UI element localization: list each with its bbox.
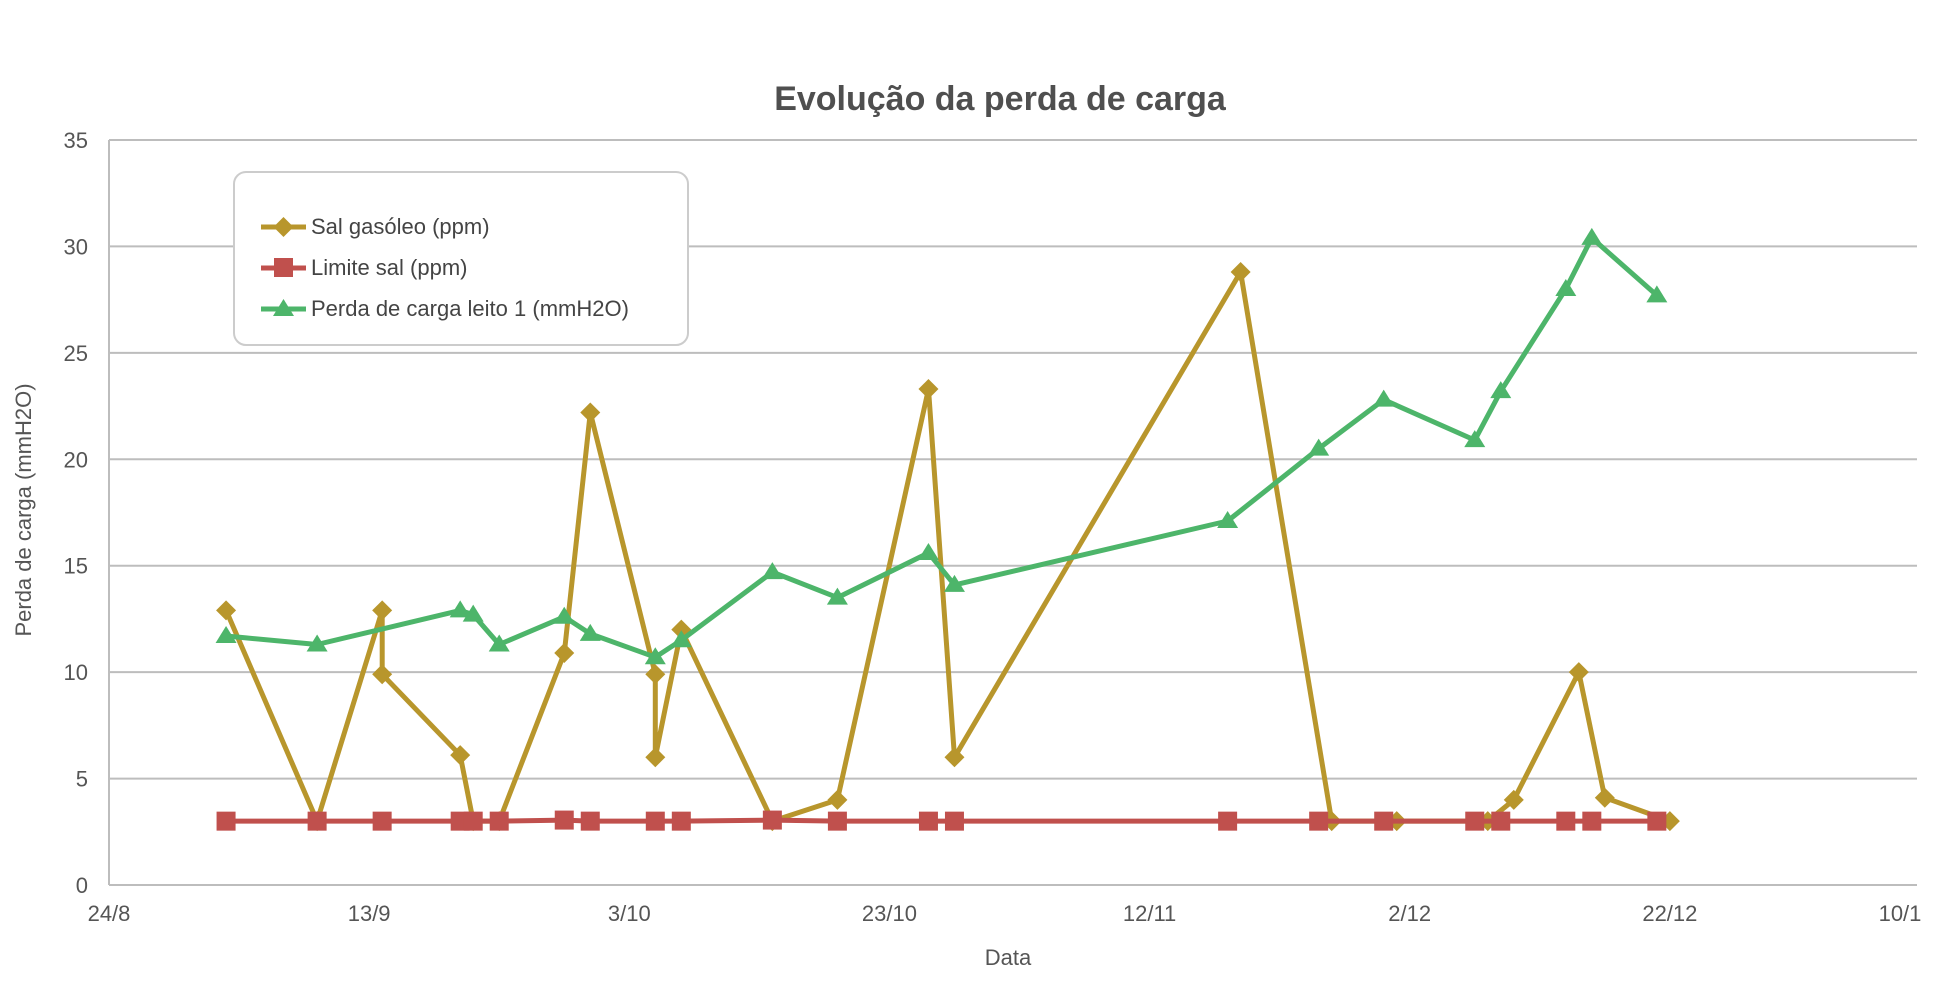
data-point-diamond [372, 664, 393, 685]
data-point-square [463, 811, 483, 831]
data-point-diamond [372, 600, 393, 621]
data-point-square [1218, 811, 1238, 831]
data-point-diamond [645, 664, 666, 685]
legend-item-perda-carga: Perda de carga leito 1 (mmH2O) [261, 296, 629, 321]
y-tick-label: 10 [64, 660, 88, 685]
chart-title: Evolução da perda de carga [774, 80, 1227, 118]
x-tick-label: 23/10 [862, 901, 917, 926]
data-point-square [762, 810, 782, 830]
series-line-limite-sal-ppm [223, 817, 1660, 824]
legend-item-limite-sal: Limite sal (ppm) [261, 255, 467, 280]
data-point-triangle [1464, 430, 1486, 448]
data-point-diamond [450, 745, 471, 766]
x-axis-title: Data [985, 945, 1032, 970]
data-point-triangle [826, 587, 848, 605]
data-point-diamond [1568, 662, 1589, 683]
data-point-square [554, 810, 574, 830]
legend-label-sal-gasoleo: Sal gasóleo (ppm) [311, 214, 490, 239]
data-point-square [645, 811, 665, 831]
data-point-diamond [216, 600, 237, 621]
legend-label-limite-sal: Limite sal (ppm) [311, 255, 467, 280]
data-point-triangle [1555, 279, 1577, 296]
legend-marker-diamond [273, 217, 294, 237]
data-point-square [1556, 811, 1576, 831]
data-point-square [1491, 811, 1511, 831]
x-tick-label: 24/8 [88, 901, 131, 926]
data-point-square [580, 811, 600, 831]
series-sal-gasoleo-ppm [216, 261, 1680, 832]
x-tick-label: 12/11 [1123, 901, 1176, 926]
data-point-triangle [488, 634, 510, 652]
data-point-square [1309, 811, 1329, 831]
data-point-square [1647, 811, 1667, 831]
data-point-square [671, 811, 691, 831]
data-point-triangle [306, 634, 328, 652]
legend-box [233, 171, 689, 346]
data-point-square [307, 811, 327, 831]
series-perda-de-carga-leito-1-mmh2o [215, 227, 1668, 665]
series-lines [215, 227, 1680, 832]
data-point-triangle [462, 604, 484, 622]
x-tick-label: 22/12 [1642, 901, 1697, 926]
data-point-square [827, 811, 847, 831]
x-tick-label: 3/10 [608, 901, 651, 926]
x-tick-label: 2/12 [1388, 901, 1431, 926]
data-point-triangle [1217, 511, 1239, 529]
y-axis-title: Perda de carga (mmH2O) [11, 383, 36, 636]
y-tick-label: 35 [64, 128, 88, 153]
data-point-square [1374, 811, 1394, 831]
y-tick-label: 0 [76, 873, 88, 898]
axes: 0 5 10 15 20 25 30 35 24/8 13/9 3/10 23/10 12/11 2/12… [64, 128, 1922, 926]
data-point-diamond [1230, 261, 1251, 282]
data-point-square [944, 811, 964, 831]
data-point-diamond [554, 642, 575, 663]
data-point-triangle [215, 625, 237, 643]
data-point-diamond [1503, 789, 1524, 810]
data-point-triangle [579, 623, 601, 641]
legend-label-perda-carga: Perda de carga leito 1 (mmH2O) [311, 296, 629, 321]
data-point-square [216, 811, 236, 831]
y-tick-label: 15 [64, 554, 88, 579]
data-point-triangle [553, 606, 575, 624]
data-point-square [372, 811, 392, 831]
y-tick-label: 20 [64, 447, 88, 472]
y-tick-label: 25 [64, 341, 88, 366]
data-point-diamond [580, 402, 601, 423]
data-point-triangle [644, 647, 666, 665]
data-point-diamond [918, 379, 939, 400]
data-point-square [918, 811, 938, 831]
data-point-triangle [761, 562, 783, 580]
data-point-triangle [449, 600, 471, 618]
data-point-diamond [944, 747, 965, 768]
data-point-diamond [645, 747, 666, 768]
data-point-square [1465, 811, 1485, 831]
x-tick-label: 10/1 [1879, 901, 1922, 926]
data-point-triangle [1490, 381, 1512, 399]
legend-marker-triangle [273, 299, 294, 316]
data-point-square [1582, 811, 1602, 831]
data-point-triangle [917, 542, 939, 560]
series-line-sal-gasoleo-ppm [223, 269, 1673, 824]
legend: Sal gasóleo (ppm) Limite sal (ppm) Perda… [233, 171, 689, 346]
x-tick-label: 13/9 [348, 901, 391, 926]
y-tick-label: 5 [76, 767, 88, 792]
legend-item-sal-gasoleo: Sal gasóleo (ppm) [261, 214, 490, 239]
data-point-triangle [1308, 438, 1330, 456]
data-point-diamond [827, 789, 848, 810]
data-point-triangle [670, 630, 692, 648]
legend-marker-square [274, 258, 293, 277]
data-point-diamond [1594, 787, 1615, 808]
series-limite-sal-ppm [216, 810, 1667, 831]
data-point-triangle [943, 574, 965, 592]
data-point-triangle [1373, 389, 1395, 407]
data-point-triangle [1581, 227, 1603, 245]
y-tick-label: 30 [64, 234, 88, 259]
data-point-triangle [1646, 285, 1668, 303]
data-point-square [489, 811, 509, 831]
